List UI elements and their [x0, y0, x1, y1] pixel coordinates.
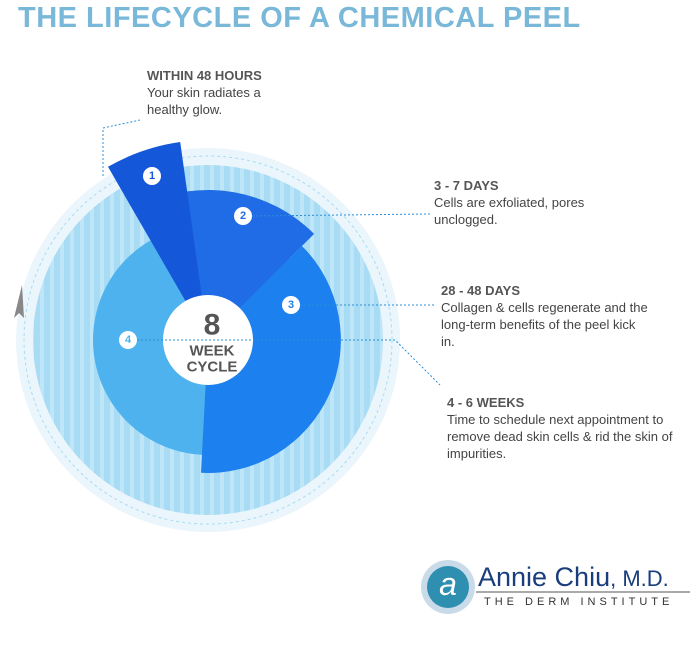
- badge-number: 1: [149, 170, 155, 182]
- badge: [143, 167, 161, 185]
- center-line: CYCLE: [187, 359, 238, 376]
- logo-name: Annie Chiu, M.D.: [478, 562, 669, 593]
- stage-text: Cells are exfoliated, pores unclogged.: [434, 195, 585, 227]
- badge: [282, 296, 300, 314]
- logo-mark: a: [439, 566, 457, 602]
- center-number: 8: [204, 309, 221, 342]
- stage: 3 - 7 DAYS Cells are exfoliated, pores u…: [434, 177, 624, 228]
- connectors: [102, 119, 441, 386]
- logo-suffix: , M.D.: [610, 566, 669, 591]
- title: THE LIFECYCLE OF A CHEMICAL PEEL: [18, 2, 581, 34]
- stage-text: Collagen & cells regenerate and the long…: [441, 300, 648, 349]
- connector-1: [102, 119, 141, 176]
- stage-heading: 28 - 48 DAYS: [441, 283, 521, 298]
- stage: 28 - 48 DAYS Collagen & cells regenerate…: [441, 282, 651, 350]
- connector-2: [251, 213, 431, 217]
- wedge-3: [201, 246, 341, 473]
- arrow: [14, 285, 24, 318]
- center-circle: [163, 295, 253, 385]
- badges: 1 2 3 4: [119, 167, 300, 349]
- logo-name-text: Annie Chiu: [478, 562, 611, 592]
- stage-text: Time to schedule next appointment to rem…: [447, 412, 673, 461]
- badge-number: 3: [288, 299, 294, 311]
- stage-heading: WITHIN 48 HOURS: [147, 68, 262, 83]
- logo-tagline: THE DERM INSTITUTE: [484, 596, 674, 608]
- wedge-1: [108, 142, 208, 340]
- stage-heading: 4 - 6 WEEKS: [447, 395, 525, 410]
- stage-text: Your skin radiates a healthy glow.: [147, 85, 261, 117]
- connector-4: [137, 339, 441, 386]
- stage: 4 - 6 WEEKS Time to schedule next appoin…: [447, 394, 693, 462]
- badge: [234, 207, 252, 225]
- badge-number: 4: [125, 334, 132, 346]
- dotted-ring: [23, 155, 393, 525]
- center-line: WEEK: [190, 343, 235, 360]
- badge-number: 2: [240, 210, 246, 222]
- stage-heading: 3 - 7 DAYS: [434, 178, 499, 193]
- badge: [119, 331, 137, 349]
- stage: WITHIN 48 HOURS Your skin radiates a hea…: [147, 67, 297, 118]
- logo-circle: [427, 566, 469, 608]
